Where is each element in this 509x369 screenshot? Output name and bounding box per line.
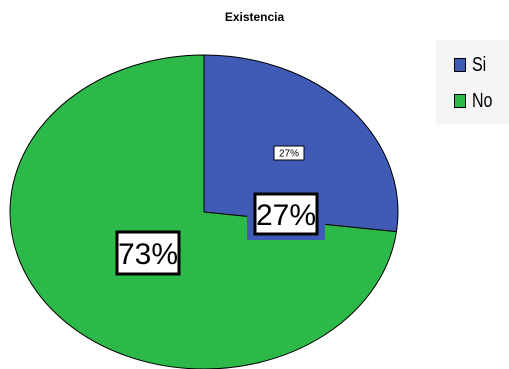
chart-title: Existencia — [224, 10, 285, 24]
legend-item-no: No — [454, 90, 498, 112]
legend: Si No — [436, 40, 509, 124]
data-label-si-small-box — [273, 145, 305, 161]
data-label-si: 27% — [256, 199, 316, 232]
data-label-si-box — [253, 192, 319, 236]
legend-label-si: Si — [472, 53, 487, 76]
pie-slice-si — [203, 54, 399, 233]
pie-slice-no — [9, 54, 398, 369]
data-label-no: 73% — [118, 238, 178, 271]
legend-swatch-no — [454, 94, 466, 108]
legend-item-si: Si — [454, 54, 490, 76]
legend-label-no: No — [472, 89, 493, 112]
data-label-no-box — [115, 230, 181, 276]
data-label-si-small: 27% — [279, 149, 299, 160]
legend-swatch-si — [454, 58, 466, 72]
